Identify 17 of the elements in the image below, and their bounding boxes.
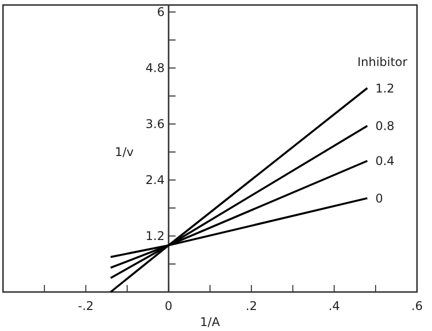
x-tick-label: .4 <box>328 299 340 313</box>
series-label: 0 <box>375 191 383 206</box>
series-label: 1.2 <box>375 81 394 96</box>
x-tick-label: -.2 <box>78 299 94 313</box>
series-label: 0.4 <box>375 154 394 168</box>
x-tick-label: 0 <box>164 299 172 313</box>
y-tick-label: 2.4 <box>146 173 165 188</box>
x-tick-label: .6 <box>411 299 423 313</box>
legend-title: Inhibitor <box>357 55 408 70</box>
y-tick-label: 4.8 <box>146 61 165 76</box>
series-label: 0.8 <box>375 119 394 134</box>
x-tick-label: .2 <box>246 299 258 313</box>
y-tick-label: 1.2 <box>146 229 165 244</box>
x-axis-title: 1/A <box>200 315 221 329</box>
y-tick-label: 6 <box>156 5 165 20</box>
y-tick-label: 3.6 <box>146 117 165 132</box>
y-axis-title: 1/v <box>114 145 134 160</box>
